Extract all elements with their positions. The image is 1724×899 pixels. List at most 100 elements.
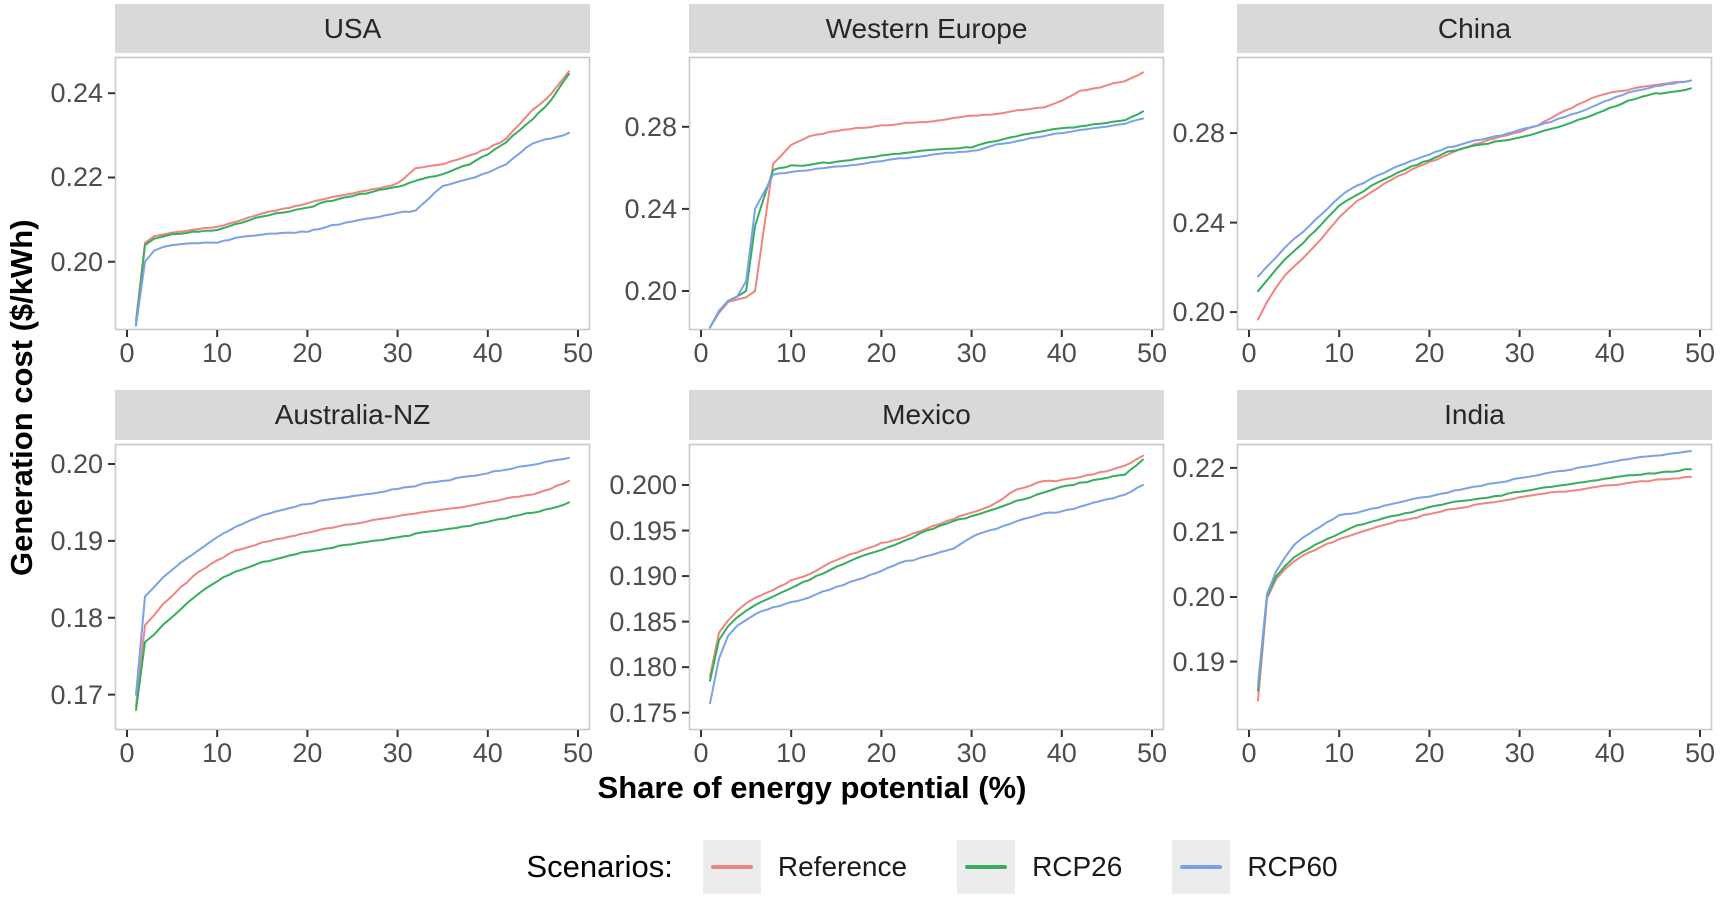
- series-line-reference: [135, 70, 570, 322]
- x-tick-label: 10: [776, 338, 807, 368]
- x-tick-label: 40: [1594, 338, 1625, 368]
- series-line-rcp60: [1257, 450, 1692, 686]
- legend-title: Scenarios:: [526, 849, 673, 884]
- series-line-rcp26: [709, 458, 1144, 682]
- y-axis-title: Generation cost ($/kWh): [4, 219, 39, 576]
- y-tick-label: 0.28: [1172, 118, 1225, 149]
- x-tick-label: 0: [1241, 338, 1257, 368]
- x-tick-label: 10: [1324, 338, 1355, 368]
- facet-strip-title: Australia-NZ: [274, 399, 431, 430]
- facet-strip-title: Western Europe: [825, 12, 1028, 44]
- y-tick-label: 0.195: [609, 515, 677, 546]
- panel-border: [1236, 443, 1713, 731]
- y-tick-label: 0.24: [50, 78, 103, 109]
- legend-entry: RCP26: [957, 840, 1122, 894]
- series-line-rcp26: [135, 501, 570, 711]
- panel-border: [688, 443, 1165, 731]
- series-line-reference: [135, 479, 570, 708]
- legend-key: [957, 840, 1016, 894]
- y-tick-label: 0.175: [609, 697, 677, 728]
- x-tick-label: 30: [956, 338, 987, 368]
- x-tick-label: 40: [1594, 738, 1625, 768]
- series-line-reference: [709, 71, 1144, 329]
- x-tick-label: 10: [202, 738, 233, 768]
- series-line-rcp60: [135, 456, 570, 696]
- y-tick-label: 0.180: [609, 652, 677, 683]
- facet-panel: [1230, 443, 1713, 737]
- facet-strip: Mexico: [689, 390, 1164, 440]
- legend-key: [702, 840, 761, 894]
- x-tick-label: 20: [1414, 738, 1445, 768]
- x-tick-label: 50: [1684, 338, 1716, 368]
- x-tick-label: 50: [1136, 738, 1168, 768]
- legend-entry-label: Reference: [777, 851, 908, 882]
- series-line-reference: [1257, 79, 1692, 321]
- facet-panel: [1230, 56, 1713, 337]
- legend-items: Reference RCP26 RCP60: [702, 840, 1388, 894]
- legend-key-line-icon: [965, 865, 1008, 869]
- x-tick-label: 40: [1046, 738, 1077, 768]
- x-tick-label: 50: [562, 738, 594, 768]
- facet-strip: USA: [115, 4, 590, 53]
- facet-strip-title: India: [1444, 399, 1505, 430]
- facet-strip-title: USA: [323, 12, 382, 44]
- legend-entry-label: RCP26: [1032, 851, 1123, 882]
- y-tick-label: 0.185: [609, 606, 677, 637]
- legend: Scenarios: Reference RCP26 RCP60: [95, 840, 1724, 894]
- facet-strip-title: Mexico: [882, 399, 971, 430]
- x-tick-label: 30: [382, 338, 413, 368]
- x-tick-label: 50: [1136, 338, 1168, 368]
- x-tick-label: 50: [1684, 738, 1716, 768]
- y-tick-label: 0.19: [50, 525, 103, 556]
- legend-key: [1172, 840, 1231, 894]
- facet-panel: [108, 443, 591, 737]
- y-tick-label: 0.17: [50, 679, 103, 710]
- x-tick-label: 0: [119, 738, 135, 768]
- y-tick-label: 0.200: [609, 469, 677, 500]
- panel-border: [688, 56, 1165, 331]
- y-tick-label: 0.24: [624, 193, 677, 224]
- y-tick-label: 0.19: [1172, 646, 1225, 677]
- y-tick-label: 0.20: [50, 246, 103, 277]
- legend-key-line-icon: [1180, 865, 1223, 869]
- x-tick-label: 20: [1414, 338, 1445, 368]
- y-tick-label: 0.22: [50, 162, 103, 193]
- legend-key-line-icon: [710, 865, 753, 869]
- facet-strip: India: [1237, 390, 1712, 440]
- facet-strip: Australia-NZ: [115, 390, 590, 440]
- series-line-rcp26: [1257, 87, 1692, 293]
- x-tick-label: 0: [119, 338, 135, 368]
- series-line-reference: [709, 454, 1144, 678]
- x-tick-label: 10: [776, 738, 807, 768]
- panel-border: [114, 443, 591, 731]
- facet-panel: [682, 56, 1165, 337]
- x-tick-label: 20: [866, 338, 897, 368]
- x-tick-label: 30: [956, 738, 987, 768]
- y-tick-label: 0.190: [609, 561, 677, 592]
- y-tick-label: 0.20: [50, 448, 103, 479]
- series-line-reference: [1257, 475, 1692, 702]
- panel-border: [1236, 56, 1713, 331]
- y-tick-label: 0.20: [1172, 297, 1225, 328]
- x-tick-label: 10: [202, 338, 233, 368]
- facet-panel: [682, 443, 1165, 737]
- x-tick-label: 50: [562, 338, 594, 368]
- legend-entry: RCP60: [1172, 840, 1338, 894]
- series-line-rcp26: [709, 110, 1144, 329]
- x-tick-label: 30: [382, 738, 413, 768]
- y-tick-label: 0.18: [50, 602, 103, 633]
- y-tick-label: 0.28: [624, 111, 677, 142]
- x-tick-label: 30: [1504, 338, 1535, 368]
- facet-strip: China: [1237, 4, 1712, 53]
- y-tick-label: 0.24: [1172, 207, 1225, 238]
- y-tick-label: 0.20: [624, 276, 677, 306]
- x-tick-label: 40: [472, 338, 503, 368]
- legend-entry-label: RCP60: [1247, 851, 1338, 882]
- facet-strip: Western Europe: [689, 4, 1164, 53]
- x-axis-title: Share of energy potential (%): [597, 770, 1027, 805]
- series-line-rcp60: [135, 131, 570, 327]
- x-tick-label: 20: [292, 338, 323, 368]
- x-tick-label: 20: [292, 738, 323, 768]
- x-tick-label: 20: [866, 738, 897, 768]
